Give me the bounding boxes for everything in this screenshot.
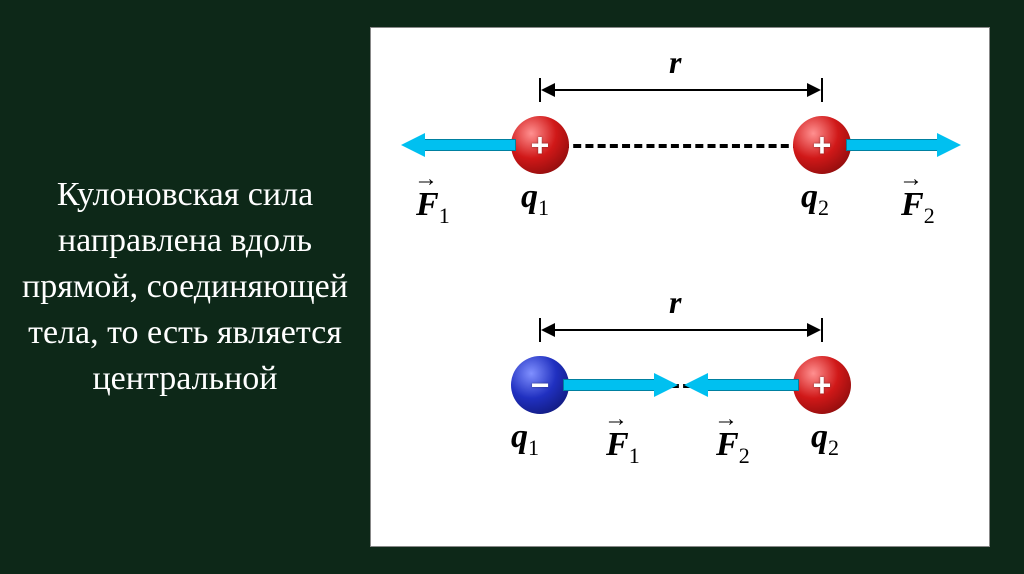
distance-dimension <box>539 318 823 342</box>
diagram-repulsion: r + + F1 q1 q2 F2 <box>411 78 951 248</box>
distance-label: r <box>669 284 681 321</box>
charge-label-q2: q2 <box>811 418 839 461</box>
connector-line <box>561 144 801 148</box>
diagram-attraction: r − + q1 F1 F2 q2 <box>411 318 951 488</box>
force-arrow-f2 <box>684 374 799 396</box>
force-label-f2: F2 <box>716 426 750 469</box>
distance-label: r <box>669 44 681 81</box>
force-arrow-f1 <box>563 374 678 396</box>
charge-label-q1: q1 <box>521 178 549 221</box>
force-label-f1: F1 <box>606 426 640 469</box>
charge-q1: + <box>511 116 569 174</box>
force-label-f2: F2 <box>901 186 935 229</box>
distance-dimension <box>539 78 823 102</box>
title-text: Кулоновская сила направлена вдоль прямой… <box>20 172 350 401</box>
force-arrow-f2 <box>846 134 961 156</box>
charge-q2: + <box>793 116 851 174</box>
charge-sign: − <box>531 367 550 404</box>
charge-sign: + <box>813 127 832 164</box>
text-panel: Кулоновская сила направлена вдоль прямой… <box>0 172 370 401</box>
charge-q2: + <box>793 356 851 414</box>
charge-label-q1: q1 <box>511 418 539 461</box>
charge-sign: + <box>531 127 550 164</box>
force-label-f1: F1 <box>416 186 450 229</box>
diagram-panel: r + + F1 q1 q2 F2 <box>370 27 990 547</box>
charge-q1: − <box>511 356 569 414</box>
charge-label-q2: q2 <box>801 178 829 221</box>
force-arrow-f1 <box>401 134 516 156</box>
charge-sign: + <box>813 367 832 404</box>
